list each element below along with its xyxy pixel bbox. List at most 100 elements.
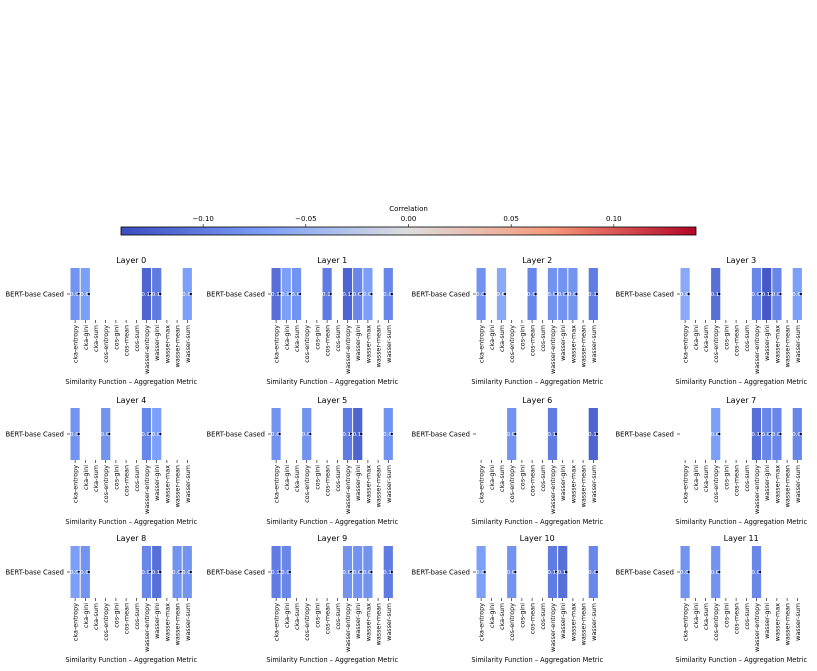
cell-value-label: -0.08 xyxy=(678,570,693,576)
row-label: BERT-base Cased xyxy=(6,569,64,577)
column-tick-label: wasser-mean xyxy=(174,325,182,367)
significance-marker xyxy=(329,292,332,296)
column-tick-label: wasser-max xyxy=(364,603,372,641)
column-tick-label: wasser-sum xyxy=(184,465,192,503)
panel-title: Layer 7 xyxy=(726,396,756,405)
cell-value-label: -0.11 xyxy=(556,570,570,576)
significance-marker xyxy=(87,292,90,296)
column-tick-label: cos-sum xyxy=(334,603,342,630)
heatmap-cell xyxy=(751,268,762,320)
significance-marker xyxy=(555,432,558,436)
column-tick-label: wasser-sum xyxy=(590,465,598,503)
cell-value-label: -0.12 xyxy=(351,432,365,438)
row-label: BERT-base Cased xyxy=(412,291,470,299)
column-tick-label: cka-sum xyxy=(702,603,710,630)
heatmap-cell xyxy=(496,268,507,320)
heatmap-cell xyxy=(70,408,80,460)
significance-marker xyxy=(159,292,162,296)
column-tick-label: wasser-entropy xyxy=(344,603,352,652)
significance-marker xyxy=(687,292,690,296)
heatmap-cell xyxy=(281,268,291,320)
cell-value-label: -0.09 xyxy=(139,570,154,576)
column-tick-label: cos-entropy xyxy=(508,325,516,363)
column-tick-label: wasser-gini xyxy=(153,465,161,501)
cell-value-label: -0.11 xyxy=(749,432,763,438)
column-tick-label: cos-gini xyxy=(518,465,526,490)
column-tick-label: wasser-mean xyxy=(174,465,182,507)
cell-value-label: -0.07 xyxy=(78,292,93,298)
significance-marker xyxy=(759,432,762,436)
cell-value-label: -0.12 xyxy=(340,292,354,298)
column-tick-label: cos-entropy xyxy=(102,465,110,503)
significance-marker xyxy=(159,570,162,574)
column-tick-label: cos-sum xyxy=(743,465,751,492)
x-axis-label: Similarity Function – Aggregation Metric xyxy=(65,656,197,664)
column-tick-label: cos-sum xyxy=(539,465,547,492)
column-tick-label: wasser-entropy xyxy=(753,325,761,374)
cell-value-label: -0.10 xyxy=(150,292,165,298)
panel-title: Layer 10 xyxy=(520,534,555,543)
column-tick-label: wasser-sum xyxy=(794,465,802,503)
column-tick-label: cos-gini xyxy=(722,465,730,490)
cell-value-label: -0.06 xyxy=(678,292,693,298)
cell-value-label: -0.11 xyxy=(709,292,723,298)
column-tick-label: wasser-entropy xyxy=(143,325,151,374)
panel-title: Layer 3 xyxy=(726,256,756,265)
significance-marker xyxy=(799,432,803,436)
column-tick-label: cos-mean xyxy=(733,325,741,356)
heatmap-cell xyxy=(152,268,162,320)
significance-marker xyxy=(149,432,152,436)
significance-marker xyxy=(759,570,762,574)
column-tick-label: cka-gini xyxy=(488,603,496,628)
cell-value-label: -0.13 xyxy=(760,292,775,298)
row-label: BERT-base Cased xyxy=(207,569,265,577)
heatmap-cell xyxy=(711,546,721,598)
column-tick-label: cos-entropy xyxy=(508,465,516,503)
significance-marker xyxy=(534,292,537,296)
column-tick-label: wasser-entropy xyxy=(143,603,151,652)
column-tick-label: cos-sum xyxy=(334,465,342,492)
x-axis-label: Similarity Function – Aggregation Metric xyxy=(65,378,197,386)
column-tick-label: cka-sum xyxy=(702,325,710,352)
column-tick-label: wasser-max xyxy=(569,603,577,641)
panel-title: Layer 4 xyxy=(116,396,146,405)
column-tick-label: wasser-entropy xyxy=(344,465,352,514)
column-tick-label: cka-gini xyxy=(488,325,496,350)
column-tick-label: wasser-mean xyxy=(375,325,383,367)
column-tick-label: cos-mean xyxy=(733,465,741,496)
significance-marker xyxy=(565,570,568,574)
x-axis-label: Similarity Function – Aggregation Metric xyxy=(675,518,807,526)
column-tick-label: wasser-sum xyxy=(590,603,598,641)
cell-value-label: -0.10 xyxy=(381,570,396,576)
column-tick-label: cka-sum xyxy=(293,465,301,492)
significance-marker xyxy=(514,570,517,574)
column-tick-label: wasser-mean xyxy=(375,603,383,645)
heatmap-cell xyxy=(476,546,486,598)
significance-marker xyxy=(77,432,80,436)
column-tick-label: wasser-mean xyxy=(784,603,792,645)
column-tick-label: cka-gini xyxy=(488,465,496,490)
column-tick-label: wasser-gini xyxy=(559,465,567,501)
cell-value-label: -0.08 xyxy=(99,432,114,438)
row-label: BERT-base Cased xyxy=(6,431,64,439)
column-tick-label: wasser-entropy xyxy=(143,465,151,514)
cell-value-label: -0.08 xyxy=(545,292,560,298)
column-tick-label: cos-sum xyxy=(133,603,141,630)
significance-marker xyxy=(687,570,690,574)
column-tick-label: cos-mean xyxy=(324,603,332,634)
colorbar-tick-label: 0.00 xyxy=(401,215,417,223)
heatmap-cell xyxy=(271,408,281,460)
heatmap-cell xyxy=(751,408,762,460)
colorbar-tick-label: 0.10 xyxy=(606,215,622,223)
column-tick-label: cka-entropy xyxy=(478,325,486,363)
cell-value-label: -0.08 xyxy=(361,570,376,576)
heatmap-cell xyxy=(527,268,537,320)
column-tick-label: wasser-max xyxy=(773,465,781,503)
heatmap-cell xyxy=(507,408,517,460)
column-tick-label: cos-mean xyxy=(529,603,537,634)
heatmap-cell xyxy=(141,546,152,598)
cell-value-label: -0.08 xyxy=(505,570,520,576)
column-tick-label: wasser-max xyxy=(364,325,372,363)
column-tick-label: cos-gini xyxy=(313,325,321,350)
column-tick-label: cos-entropy xyxy=(102,603,110,641)
